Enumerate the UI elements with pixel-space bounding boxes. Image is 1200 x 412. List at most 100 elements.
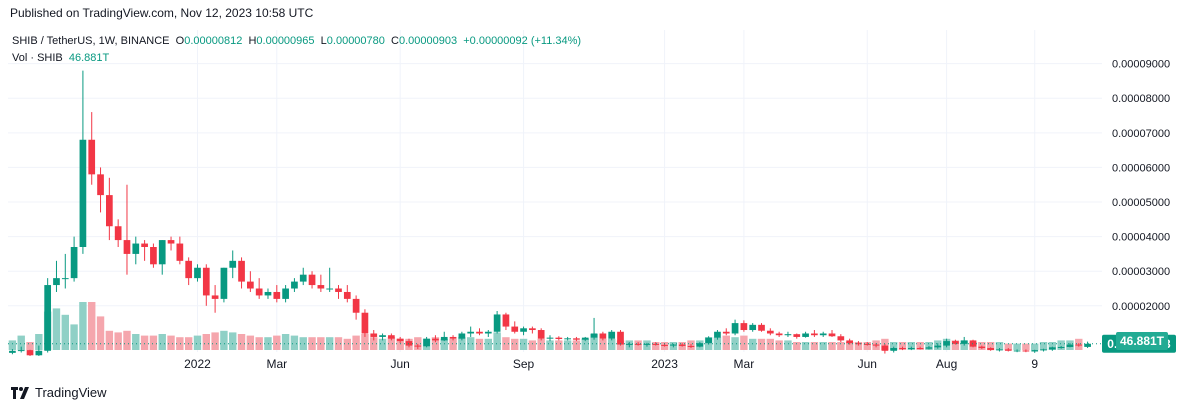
candle-body [255,288,263,296]
volume-bar [17,335,25,350]
candle-body [564,338,571,340]
y-tick-label: 0.00005000 [1112,197,1170,209]
y-tick-label: 0.00002000 [1112,301,1170,313]
volume-bar [132,334,140,350]
x-tick-label: Aug [936,357,957,371]
candle-body [423,338,430,347]
candle-body [678,344,686,346]
price-axis: 0.00009000 0.00008000 0.00007000 0.00006000… [1112,59,1170,313]
volume-bar [519,338,528,350]
volume-bar [352,335,360,350]
high-value: 0.00000965 [256,35,315,47]
candle-body [220,267,228,299]
candle-body [97,174,104,196]
candle-body [291,281,298,289]
volume-bar [801,342,810,350]
y-tick-label: 0.00006000 [1112,162,1170,174]
tradingview-footer[interactable]: TradingView [10,385,107,400]
candle-body [828,333,836,337]
volume-bar [493,332,501,350]
candle-body [476,331,483,334]
x-tick-label: 9 [1031,357,1038,371]
candle-body [696,343,704,347]
volume-bar [431,337,440,350]
candle-body [969,340,977,347]
volume-bar [537,338,545,350]
footer-brand: TradingView [35,385,107,400]
candle-body [106,195,113,227]
candle-body [238,260,245,282]
candle-body [388,335,395,339]
volume-bar [220,330,228,350]
candle-body [766,330,774,334]
candle-body [819,333,827,336]
volume-bar [361,334,369,350]
volume-bar [414,337,422,350]
candle-body [784,334,792,336]
candle-body [793,334,801,337]
published-note: Published on TradingView.com, Nov 12, 20… [10,6,314,20]
volume-bar [854,342,863,350]
x-tick-label: Mar [266,357,287,371]
candle-body [634,343,642,345]
candle-body [529,328,536,331]
candle-body [17,350,25,352]
candle-body [996,349,1003,351]
volume-bar [599,338,607,350]
candle-body [978,346,986,349]
x-tick-label: Jun [390,357,409,371]
volume-bar [590,334,598,350]
volume-bar [370,337,378,350]
volume-bar [828,342,836,350]
symbol-label: SHIB / TetherUS, 1W, BINANCE [12,35,170,47]
y-tick-label: 0.00008000 [1112,93,1170,105]
last-volume-label: 46.881T [1120,334,1165,348]
candle-body [308,274,316,286]
volume-bar [281,334,290,350]
volume-label: Vol · SHIB [12,52,63,64]
volume-bar [1004,343,1012,350]
candle-body [273,291,281,299]
high-label: H [248,35,257,47]
volume-bar [343,338,352,350]
volume-bar [1031,343,1039,350]
volume-bar [907,342,916,350]
candle-body [502,314,510,327]
last-volume-tag [1116,332,1168,350]
candle-body [1057,346,1065,348]
volume-bar [8,340,17,350]
candle-body [625,343,633,345]
volume-bar [229,332,237,350]
volume-bar [334,337,343,350]
volume-bar [863,342,871,350]
volume-bar [916,342,924,350]
candle-body [916,348,924,350]
volume-bar [26,342,34,350]
candle-body [749,324,757,331]
candle-body [837,336,845,341]
volume-bar [475,338,484,350]
candle-body [581,337,589,340]
candle-body [1048,347,1056,350]
candle-body [176,243,184,261]
volume-legend: Vol · SHIB 46.881T [12,52,109,64]
volume-bar [757,338,766,350]
candle-body [458,333,466,339]
candle-body [599,333,607,339]
volume-bar [466,337,475,350]
x-tick-label: 2022 [184,357,211,371]
candle-body [687,345,695,347]
candle-body [934,345,942,348]
candle-body [229,260,237,268]
volume-bar [114,332,122,350]
y-tick-label: 0.00004000 [1112,232,1170,244]
candle-body [643,343,651,345]
candle-body [123,240,131,254]
candle-body [872,344,880,346]
volume-bar [775,340,783,350]
volume-bar [652,342,660,350]
volume-bar [528,340,537,350]
candle-body [141,243,148,247]
candle-body [899,348,906,350]
candle-body [88,139,96,175]
